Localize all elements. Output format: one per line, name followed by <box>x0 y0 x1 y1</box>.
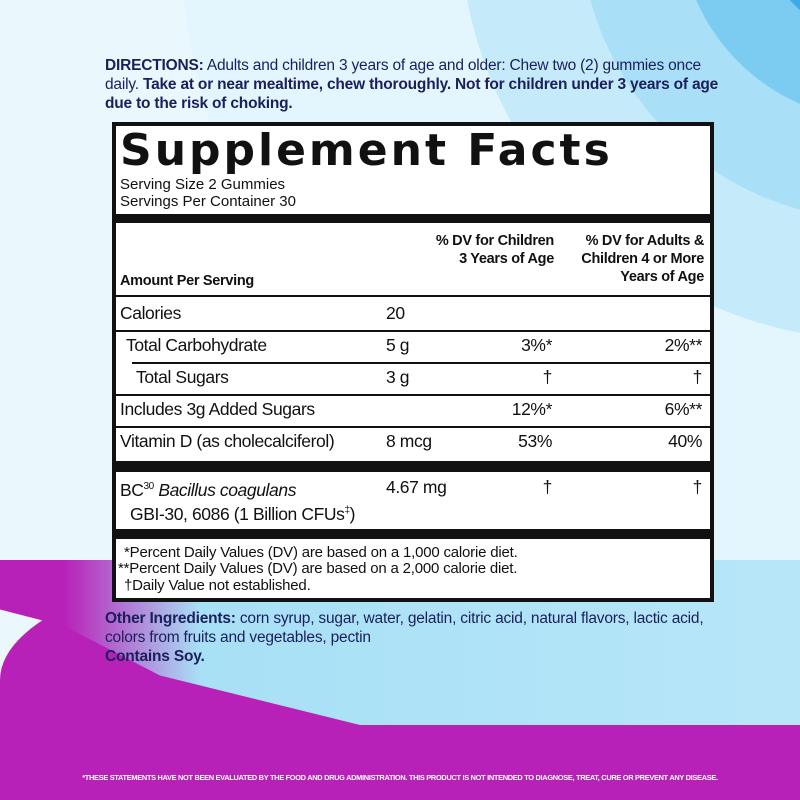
bc-superscript: 30 <box>143 481 155 492</box>
disclaimer-strip <box>0 725 800 800</box>
serving-size: Serving Size 2 Gummies <box>120 176 286 193</box>
bc-dv-adults: † <box>692 477 703 497</box>
bc-amount: 4.67 mg <box>386 477 447 497</box>
nutrient-amount: 5 g <box>386 335 410 355</box>
nutrient-dv-adults: † <box>692 367 703 387</box>
header-amount: Amount Per Serving <box>120 273 254 289</box>
bc-dv-children: † <box>542 477 553 497</box>
bc-species: Bacillus coagulans <box>158 479 297 500</box>
directions: DIRECTIONS: Adults and children 3 years … <box>105 56 725 113</box>
nutrient-dv-adults: 6%** <box>664 399 703 419</box>
divider-thick <box>116 461 710 472</box>
nutrient-dv-children: † <box>542 367 553 387</box>
servings-per-container: Servings Per Container 30 <box>120 193 296 210</box>
allergen-statement: Contains Soy. <box>105 648 205 665</box>
row-divider <box>116 426 710 428</box>
footnote: †Daily Value not established. <box>124 577 311 594</box>
nutrient-name: Total Sugars <box>136 367 229 387</box>
bc-name: BC30 Bacillus coagulans <box>120 476 296 501</box>
supplement-facts-panel: Supplement Facts Serving Size 2 Gummies … <box>112 122 714 602</box>
row-divider <box>116 330 710 332</box>
bc-strain: GBI-30, 6086 (1 Billion CFUs‡) <box>130 500 355 525</box>
divider-thick <box>116 214 710 223</box>
divider-thick <box>116 529 710 539</box>
fda-disclaimer: *THESE STATEMENTS HAVE NOT BEEN EVALUATE… <box>82 773 718 782</box>
bc-strain-text: GBI-30, 6086 (1 Billion CFUs <box>130 503 345 524</box>
header-dv-adults: % DV for Adults & Children 4 or More Yea… <box>581 233 704 285</box>
nutrient-dv-children: 3%* <box>521 335 552 355</box>
nutrient-name: Total Carbohydrate <box>126 335 267 355</box>
bc-strain-end: ) <box>349 503 356 524</box>
bc-prefix: BC <box>120 479 144 500</box>
other-ingredients-label: Other Ingredients: <box>105 610 236 627</box>
nutrient-dv-children: 53% <box>518 431 552 451</box>
other-ingredients-text: corn syrup, sugar, water, gelatin, citri… <box>105 610 704 646</box>
nutrient-amount: 8 mcg <box>386 431 432 451</box>
nutrient-amount: 20 <box>386 303 405 323</box>
nutrient-dv-children: 12%* <box>511 399 553 419</box>
nutrient-amount: 3 g <box>386 367 410 387</box>
header-dv-children: % DV for Children 3 Years of Age <box>435 233 554 267</box>
divider <box>116 295 710 297</box>
panel-title: Supplement Facts <box>120 125 613 176</box>
nutrient-name: Vitamin D (as cholecalciferol) <box>120 431 335 451</box>
nutrient-dv-adults: 2%** <box>664 335 703 355</box>
other-ingredients: Other Ingredients: corn syrup, sugar, wa… <box>105 609 725 666</box>
bc-strain-superscript: ‡ <box>344 505 350 516</box>
directions-label: DIRECTIONS: <box>105 57 204 74</box>
directions-warning: Take at or near mealtime, chew thoroughl… <box>105 76 719 112</box>
row-divider <box>116 394 710 396</box>
directions-text: Adults and children 3 years of age and o… <box>105 57 701 93</box>
nutrient-dv-adults: 40% <box>668 431 702 451</box>
nutrient-name: Includes 3g Added Sugars <box>120 399 315 419</box>
row-divider <box>132 362 710 364</box>
footnote: *Percent Daily Values (DV) are based on … <box>124 544 518 561</box>
footnote: **Percent Daily Values (DV) are based on… <box>118 560 518 577</box>
nutrient-name: Calories <box>120 303 181 323</box>
